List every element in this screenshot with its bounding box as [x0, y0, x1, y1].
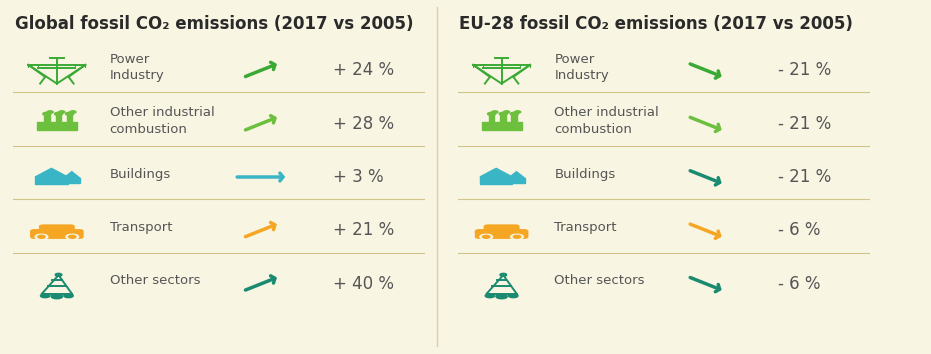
Text: - 6 %: - 6 %: [778, 275, 820, 293]
Circle shape: [35, 234, 47, 239]
FancyBboxPatch shape: [40, 225, 74, 233]
Polygon shape: [44, 115, 49, 122]
Text: - 21 %: - 21 %: [778, 61, 831, 79]
FancyBboxPatch shape: [31, 230, 83, 238]
Circle shape: [485, 294, 494, 298]
Circle shape: [55, 112, 62, 115]
Polygon shape: [35, 177, 68, 184]
Circle shape: [499, 112, 507, 115]
Polygon shape: [508, 178, 525, 183]
Circle shape: [38, 235, 46, 238]
Text: + 24 %: + 24 %: [333, 61, 395, 79]
Text: Other industrial
combustion: Other industrial combustion: [555, 106, 659, 136]
Text: Global fossil CO₂ emissions (2017 vs 2005): Global fossil CO₂ emissions (2017 vs 200…: [15, 15, 413, 33]
Text: + 21 %: + 21 %: [333, 221, 395, 239]
Circle shape: [482, 235, 490, 238]
Circle shape: [43, 112, 51, 115]
FancyBboxPatch shape: [484, 225, 519, 233]
Polygon shape: [501, 115, 506, 122]
Text: + 40 %: + 40 %: [333, 275, 395, 293]
Text: Power
Industry: Power Industry: [555, 53, 609, 82]
Text: Transport: Transport: [110, 221, 172, 234]
Polygon shape: [56, 115, 61, 122]
Circle shape: [504, 111, 509, 113]
Circle shape: [488, 112, 495, 115]
Circle shape: [65, 112, 74, 115]
Circle shape: [47, 111, 53, 113]
Polygon shape: [37, 122, 77, 130]
Polygon shape: [63, 172, 80, 178]
Polygon shape: [479, 168, 512, 177]
Circle shape: [496, 294, 507, 299]
Circle shape: [66, 234, 78, 239]
Text: Buildings: Buildings: [555, 168, 615, 181]
Text: Other industrial
combustion: Other industrial combustion: [110, 106, 214, 136]
Text: - 21 %: - 21 %: [778, 115, 831, 133]
Circle shape: [513, 235, 520, 238]
Text: + 28 %: + 28 %: [333, 115, 395, 133]
Text: Buildings: Buildings: [110, 168, 171, 181]
Text: Transport: Transport: [555, 221, 617, 234]
Circle shape: [69, 235, 76, 238]
Text: - 21 %: - 21 %: [778, 168, 831, 186]
Polygon shape: [481, 122, 521, 130]
Text: Other sectors: Other sectors: [110, 274, 200, 287]
Text: Other sectors: Other sectors: [555, 274, 645, 287]
FancyBboxPatch shape: [476, 230, 528, 238]
Circle shape: [51, 294, 62, 299]
Circle shape: [59, 111, 65, 113]
Polygon shape: [35, 168, 68, 177]
Polygon shape: [63, 178, 80, 183]
Circle shape: [64, 294, 74, 298]
Polygon shape: [67, 115, 73, 122]
Polygon shape: [489, 115, 494, 122]
Polygon shape: [479, 177, 512, 184]
Circle shape: [510, 112, 519, 115]
Circle shape: [508, 294, 518, 298]
Circle shape: [40, 294, 50, 298]
Polygon shape: [508, 172, 525, 178]
Text: + 3 %: + 3 %: [333, 168, 384, 186]
Polygon shape: [511, 115, 518, 122]
Circle shape: [515, 111, 520, 113]
Circle shape: [70, 111, 76, 113]
Text: Power
Industry: Power Industry: [110, 53, 165, 82]
Text: EU-28 fossil CO₂ emissions (2017 vs 2005): EU-28 fossil CO₂ emissions (2017 vs 2005…: [459, 15, 853, 33]
Text: - 6 %: - 6 %: [778, 221, 820, 239]
Circle shape: [510, 234, 523, 239]
Circle shape: [492, 111, 498, 113]
Circle shape: [479, 234, 492, 239]
